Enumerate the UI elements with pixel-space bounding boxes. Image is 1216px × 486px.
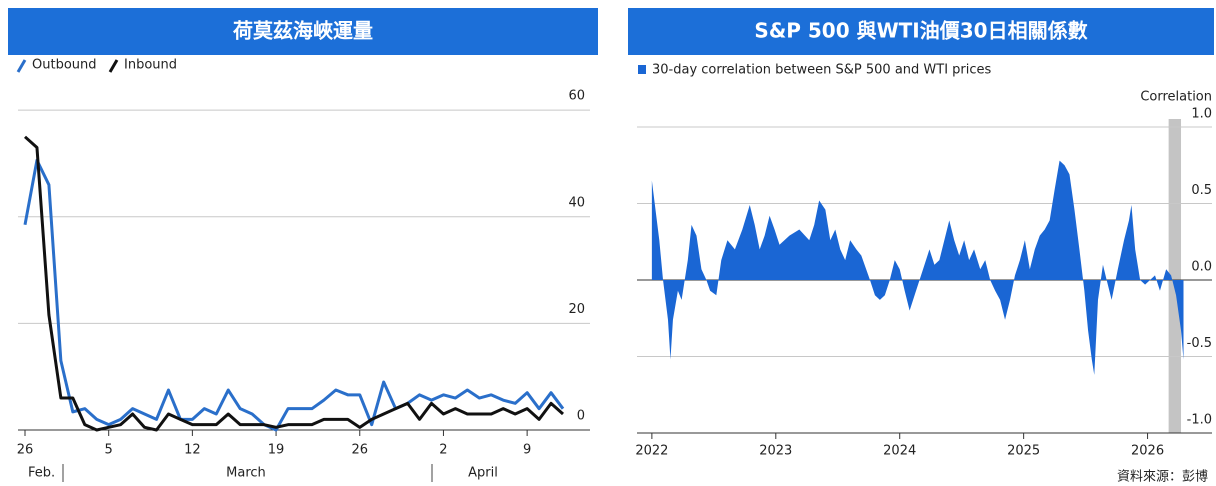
legend-label: Inbound [124, 58, 177, 73]
title-bar [628, 8, 1214, 55]
x-tick-label: 2022 [635, 444, 668, 459]
y-tick-label: -1.0 [1187, 413, 1212, 428]
source: 資料來源：彭博 [1117, 470, 1208, 485]
y-tick-label: -0.5 [1187, 336, 1212, 351]
y-axis-label: Correlation [1140, 90, 1212, 105]
y-tick-label: 40 [568, 195, 585, 210]
x-tick-label: 2024 [883, 444, 916, 459]
x-tick-label: 2026 [1131, 444, 1164, 459]
month-label: Feb. [28, 466, 55, 481]
title-bar [8, 8, 598, 55]
x-tick-label: 2023 [759, 444, 792, 459]
chart-title: 荷莫茲海峽運量 [233, 19, 373, 43]
y-tick-label: 0.0 [1191, 260, 1212, 275]
month-label: April [468, 466, 498, 481]
legend-label: 30-day correlation between S&P 500 and W… [652, 63, 992, 78]
x-tick-label: 5 [105, 443, 113, 458]
legend-icon [108, 59, 119, 73]
y-tick-label: 0 [577, 409, 585, 424]
shaded-span [1168, 119, 1182, 433]
legend-label: Outbound [32, 58, 97, 73]
legend-icon [16, 59, 27, 73]
legend-icon [638, 65, 646, 74]
x-tick-label: 19 [268, 443, 285, 458]
x-tick-label: 26 [351, 443, 368, 458]
y-tick-label: 20 [568, 302, 585, 317]
series-line [24, 135, 564, 432]
x-tick-label: 12 [184, 443, 201, 458]
y-tick-label: 0.5 [1191, 183, 1212, 198]
month-label: March [226, 466, 266, 481]
area [651, 160, 1184, 375]
series-line [23, 158, 565, 432]
x-tick-label: 2025 [1007, 444, 1040, 459]
x-tick-label: 2 [439, 443, 447, 458]
x-tick-label: 26 [17, 443, 34, 458]
x-tick-label: 9 [523, 443, 531, 458]
y-tick-label: 1.0 [1191, 107, 1212, 122]
chart-title: S&P 500 與WTI油價30日相關係數 [754, 19, 1087, 43]
y-tick-label: 60 [568, 89, 585, 104]
